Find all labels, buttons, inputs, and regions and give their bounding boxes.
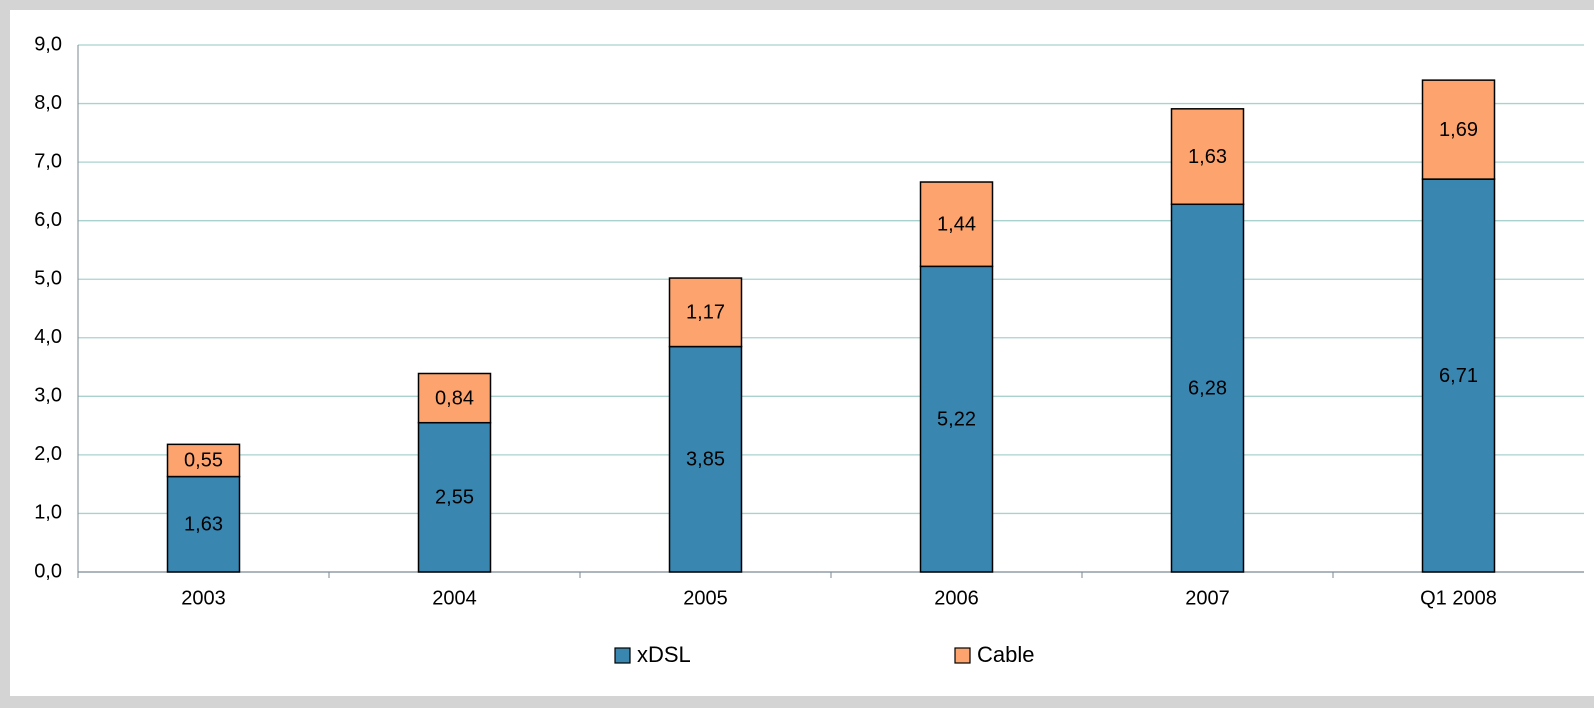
data-label: 0,55: [184, 450, 223, 472]
data-label: 2,55: [435, 487, 474, 509]
data-label: 1,17: [686, 302, 725, 324]
bar-segment: [166, 443, 241, 478]
data-label: 1,63: [1188, 146, 1227, 168]
data-label: 1,44: [937, 213, 976, 235]
x-tick-label: Q1 2008: [1420, 587, 1497, 609]
legend-label: xDSL: [637, 642, 691, 667]
bar-segment: [417, 421, 492, 573]
y-tick-label: 5,0: [34, 268, 62, 290]
y-tick-label: 9,0: [34, 33, 62, 55]
x-tick-label: 2005: [683, 587, 728, 609]
data-label: 5,22: [937, 408, 976, 430]
bar-segment: [668, 345, 743, 573]
bar-segment: [668, 277, 743, 348]
legend-swatch: [954, 647, 971, 664]
y-tick-label: 4,0: [34, 326, 62, 348]
bar-segment: [417, 372, 492, 424]
data-label: 0,84: [435, 387, 474, 409]
y-tick-label: 3,0: [34, 385, 62, 407]
legend-swatch: [614, 647, 631, 664]
bar-segment: [919, 181, 994, 268]
y-tick-label: 1,0: [34, 502, 62, 524]
x-tick-label: 2003: [181, 587, 226, 609]
data-label: 1,69: [1439, 119, 1478, 141]
data-label: 6,71: [1439, 365, 1478, 387]
bar-segment: [166, 475, 241, 573]
data-label: 1,63: [184, 514, 223, 536]
y-tick-label: 2,0: [34, 443, 62, 465]
x-tick-label: 2004: [432, 587, 477, 609]
bar-segment: [1421, 79, 1496, 180]
x-tick-label: 2007: [1185, 587, 1230, 609]
bar-segment: [1170, 203, 1245, 573]
chart-panel: [10, 10, 1594, 696]
y-tick-label: 8,0: [34, 92, 62, 114]
data-label: 6,28: [1188, 377, 1227, 399]
y-tick-label: 7,0: [34, 150, 62, 172]
bar-segment: [1170, 108, 1245, 206]
legend-label: Cable: [977, 642, 1034, 667]
y-tick-label: 0,0: [34, 560, 62, 582]
data-label: 3,85: [686, 449, 725, 471]
y-tick-label: 6,0: [34, 209, 62, 231]
x-tick-label: 2006: [934, 587, 979, 609]
